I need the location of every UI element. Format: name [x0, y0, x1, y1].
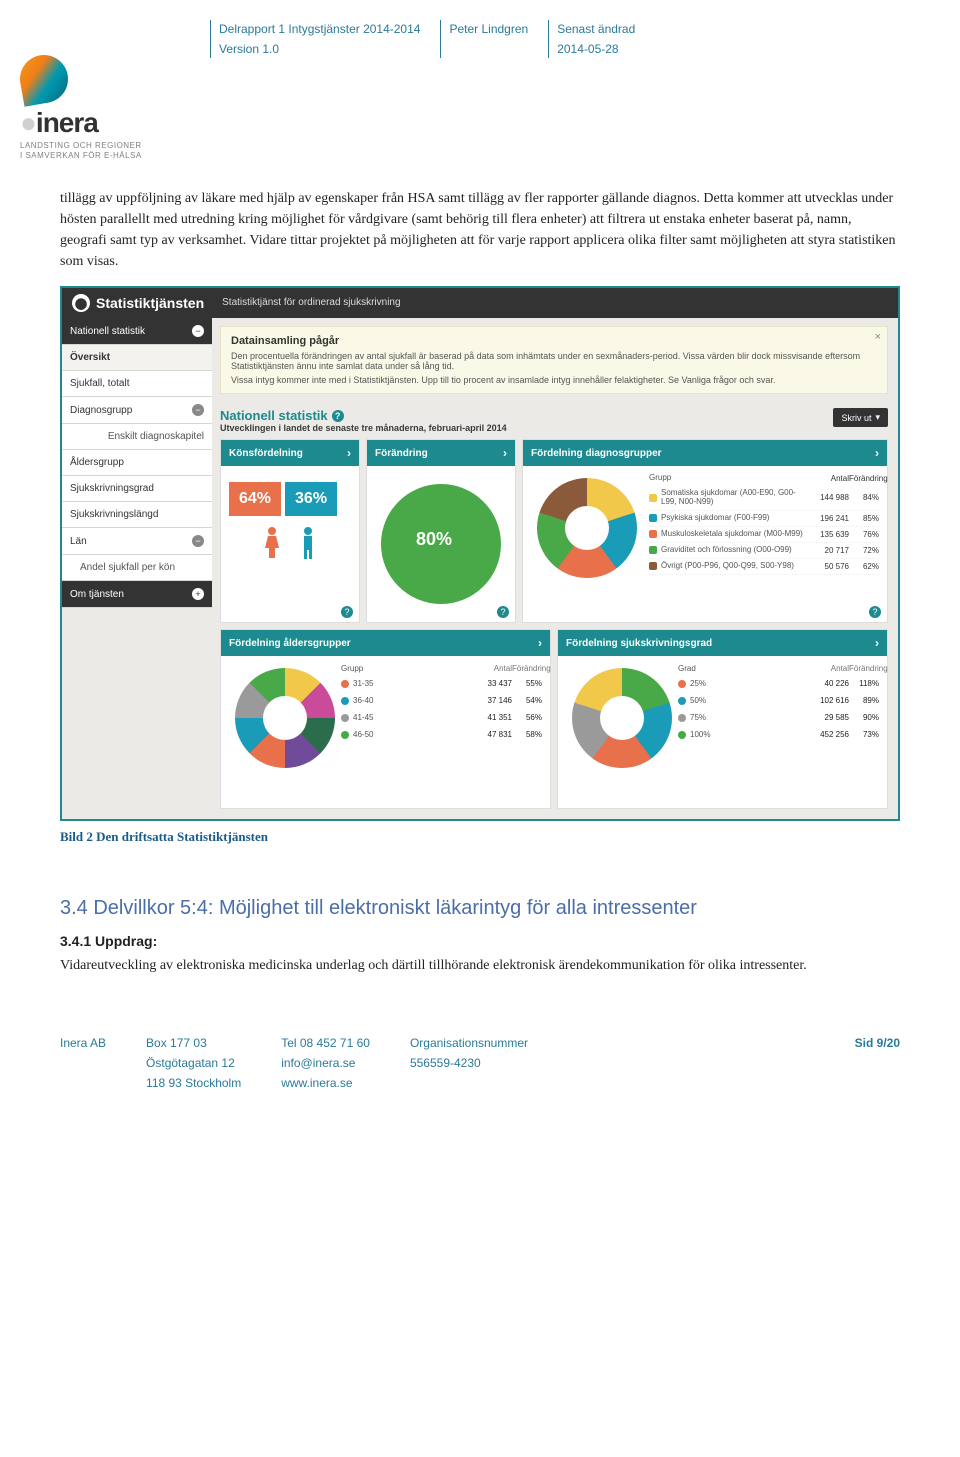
card-grad: Fördelning sjukskrivningsgrad› GradAntal…: [557, 629, 888, 809]
app-brand: ⬤ Statistiktjänsten: [72, 294, 204, 312]
help-icon[interactable]: ?: [341, 606, 353, 618]
card-header[interactable]: Fördelning diagnosgrupper›: [523, 440, 887, 466]
paragraph-3-4-1: Vidareutveckling av elektroniska medicin…: [60, 955, 900, 976]
sidebar-item-andel[interactable]: Andel sjukfall per kön: [62, 555, 212, 581]
table-row: Somatiska sjukdomar (A00-E90, G00-L99, N…: [649, 486, 879, 511]
logo-wordmark: ●inera: [20, 107, 142, 139]
male-pct: 36%: [285, 482, 337, 516]
sidebar-item-alder[interactable]: Åldersgrupp: [62, 450, 212, 476]
header-col-date: Senast ändrad 2014-05-28: [548, 20, 655, 58]
footer-orgnr: Organisationsnummer556559-4230: [410, 1036, 528, 1090]
chart-icon: ⬤: [72, 294, 90, 312]
chevron-right-icon: +: [192, 588, 204, 600]
sidebar-item-diagnos-sub[interactable]: Enskilt diagnoskapitel: [62, 424, 212, 450]
sidebar-item-grad[interactable]: Sjukskrivningsgrad: [62, 476, 212, 502]
header-col-author: Peter Lindgren: [440, 20, 548, 58]
donut-chart: [235, 668, 335, 768]
logo: ●inera LANDSTING OCH REGIONER I SAMVERKA…: [20, 55, 142, 160]
chevron-right-icon: ›: [875, 446, 879, 460]
figure-caption: Bild 2 Den driftsatta Statistiktjänsten: [60, 829, 900, 845]
card-diagnos: Fördelning diagnosgrupper› GruppAntalFör…: [522, 439, 888, 623]
female-pct: 64%: [229, 482, 281, 516]
sidebar-item-langd[interactable]: Sjukskrivningslängd: [62, 502, 212, 528]
body-paragraph: tillägg av uppföljning av läkare med hjä…: [60, 188, 900, 272]
help-icon[interactable]: ?: [869, 606, 881, 618]
male-icon: [298, 526, 318, 560]
table-row: 36-4037 14654%: [341, 692, 542, 709]
sidebar-item-overview[interactable]: Översikt: [62, 345, 212, 371]
table-row: 75%29 58590%: [678, 709, 879, 726]
header-col-report: Delrapport 1 Intygstjänster 2014-2014 Ve…: [210, 20, 440, 58]
table-row: Övrigt (P00-P96, Q00-Q99, S00-Y98)50 576…: [649, 559, 879, 575]
footer-address: Box 177 03Östgötagatan 12118 93 Stockhol…: [146, 1036, 241, 1090]
card-header[interactable]: Fördelning åldersgrupper›: [221, 630, 550, 656]
card-change: Förändring› 80% ?: [366, 439, 516, 623]
chevron-right-icon: ›: [347, 446, 351, 460]
main-panel: × Datainsamling pågår Den procentuella f…: [212, 318, 898, 819]
table-row: Psykiska sjukdomar (F00-F99)196 24185%: [649, 511, 879, 527]
help-icon[interactable]: ?: [332, 410, 344, 422]
table-row: 50%102 61689%: [678, 692, 879, 709]
sidebar-item-national[interactable]: Nationell statistik−: [62, 318, 212, 345]
chevron-down-icon: −: [192, 404, 204, 416]
print-button[interactable]: Skriv ut ▾: [833, 408, 888, 427]
heading-3-4-1: 3.4.1 Uppdrag:: [60, 933, 900, 949]
app-topbar: ⬤ Statistiktjänsten Statistiktjänst för …: [62, 288, 898, 318]
donut-chart: [572, 668, 672, 768]
card-header[interactable]: Fördelning sjukskrivningsgrad›: [558, 630, 887, 656]
section-header: Skriv ut ▾ Nationell statistik? Utveckli…: [220, 408, 888, 433]
alert-body: Den procentuella förändringen av antal s…: [231, 351, 877, 371]
table-row: 41-4541 35156%: [341, 709, 542, 726]
sidebar: Nationell statistik− Översikt Sjukfall, …: [62, 318, 212, 819]
chevron-right-icon: ›: [875, 636, 879, 650]
app-subtitle: Statistiktjänst för ordinerad sjukskrivn…: [222, 297, 400, 309]
chevron-right-icon: ›: [503, 446, 507, 460]
section-3-4: 3.4 Delvillkor 5:4: Möjlighet till elekt…: [60, 895, 900, 976]
page-footer: Inera AB Box 177 03Östgötagatan 12118 93…: [60, 1036, 900, 1090]
page-number: Sid 9/20: [855, 1036, 900, 1090]
footer-company: Inera AB: [60, 1036, 106, 1090]
table-row: 25%40 226118%: [678, 675, 879, 692]
chevron-down-icon: ▾: [875, 412, 880, 423]
alert-box: × Datainsamling pågår Den procentuella f…: [220, 326, 888, 394]
chevron-down-icon: −: [192, 535, 204, 547]
logo-icon: [16, 51, 72, 107]
chevron-right-icon: ›: [538, 636, 542, 650]
donut-chart: [537, 478, 637, 578]
sidebar-item-diagnos[interactable]: Diagnosgrupp−: [62, 397, 212, 424]
heading-3-4: 3.4 Delvillkor 5:4: Möjlighet till elekt…: [60, 895, 900, 921]
table-row: 46-5047 83158%: [341, 726, 542, 743]
sidebar-item-sjukfall[interactable]: Sjukfall, totalt: [62, 371, 212, 397]
table-row: Graviditet och förlossning (O00-O99)20 7…: [649, 543, 879, 559]
alert-body2: Vissa intyg kommer inte med i Statistikt…: [231, 375, 877, 385]
chevron-down-icon: −: [192, 325, 204, 337]
pie-value: 80%: [416, 529, 452, 550]
embedded-screenshot: ⬤ Statistiktjänsten Statistiktjänst för …: [60, 286, 900, 821]
logo-subtitle: LANDSTING OCH REGIONER I SAMVERKAN FÖR E…: [20, 141, 142, 160]
close-icon[interactable]: ×: [875, 331, 881, 343]
sidebar-item-om[interactable]: Om tjänsten+: [62, 581, 212, 608]
card-gender: Könsfördelning› 64% 36% ?: [220, 439, 360, 623]
card-header[interactable]: Förändring›: [367, 440, 515, 466]
table-row: 31-3533 43755%: [341, 675, 542, 692]
table-row: Muskuloskeletala sjukdomar (M00-M99)135 …: [649, 527, 879, 543]
document-header: Delrapport 1 Intygstjänster 2014-2014 Ve…: [30, 20, 930, 58]
alert-title: Datainsamling pågår: [231, 335, 877, 347]
sidebar-item-lan[interactable]: Län−: [62, 528, 212, 555]
card-age: Fördelning åldersgrupper› GruppAntalFörä…: [220, 629, 551, 809]
help-icon[interactable]: ?: [497, 606, 509, 618]
female-icon: [262, 526, 282, 560]
card-header[interactable]: Könsfördelning›: [221, 440, 359, 466]
table-row: 100%452 25673%: [678, 726, 879, 743]
footer-contact: Tel 08 452 71 60info@inera.sewww.inera.s…: [281, 1036, 370, 1090]
